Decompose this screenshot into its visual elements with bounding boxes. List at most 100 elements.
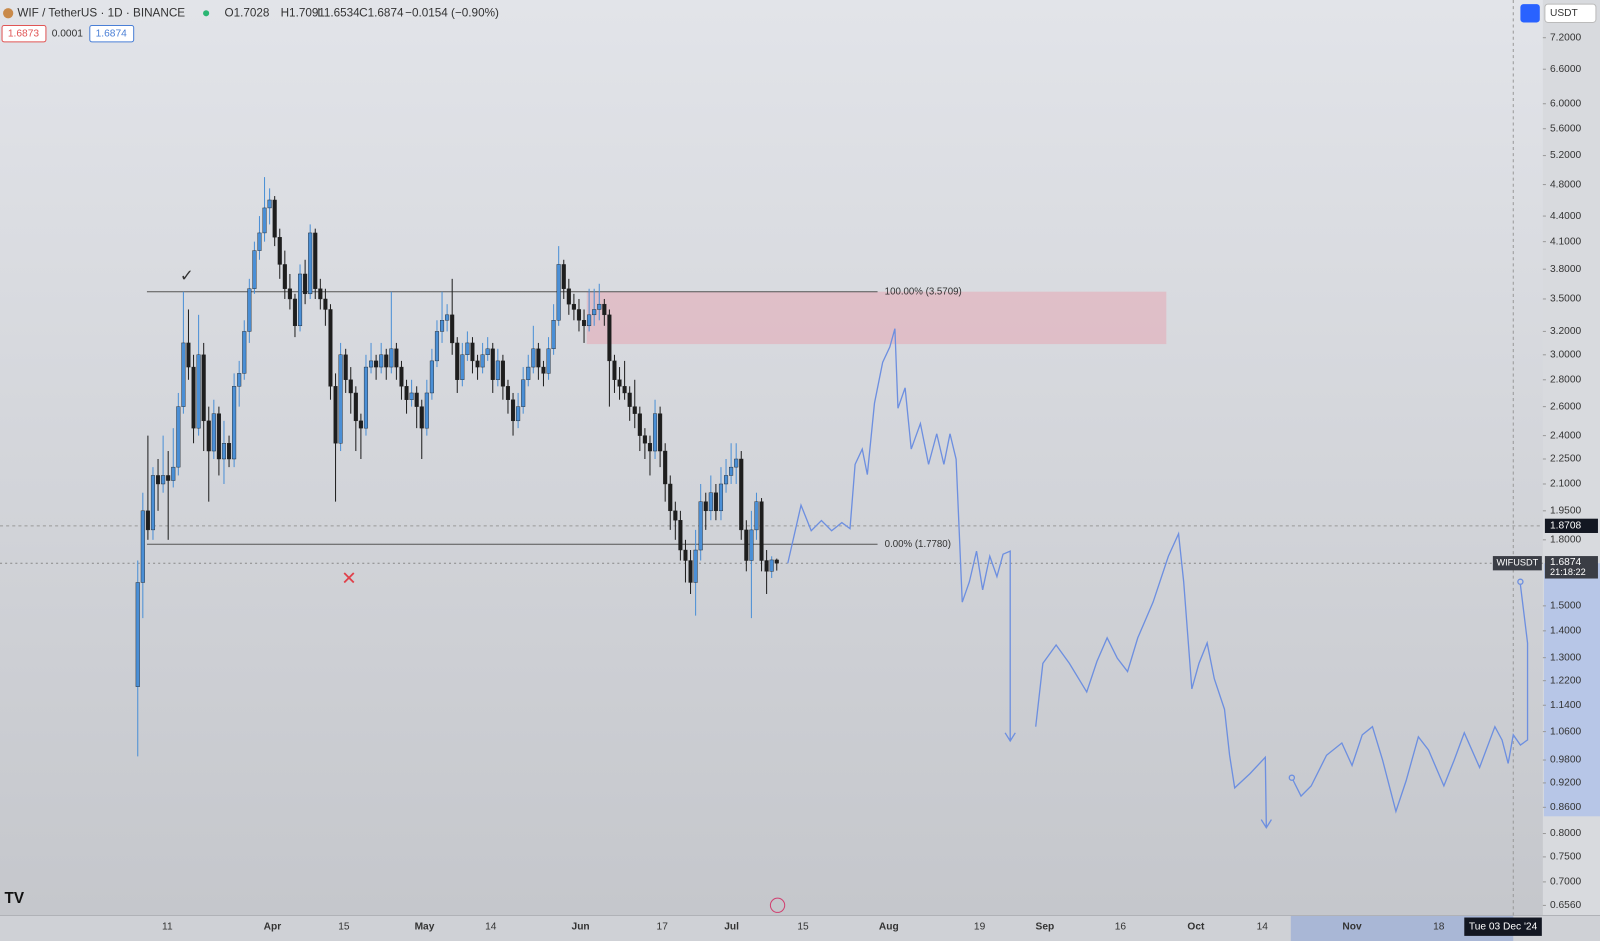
candle-body [216,413,221,460]
candle-body [592,309,597,316]
candle-body [313,232,318,289]
candle-body [688,560,693,583]
legend-low: L1.6534 [317,6,360,19]
candle-body [541,366,546,374]
candle-body [632,406,637,414]
x-tick-label: May [415,921,435,932]
y-tick-label: 1.4000 [1550,626,1581,637]
checkmark-icon: ✓ [180,267,194,285]
candle-body [409,392,414,400]
candle-body [394,348,399,368]
candle-body [267,199,272,209]
candle-body [734,458,739,468]
fib-level-label: 0.00% (1.7780) [885,539,951,550]
candle-body [308,232,313,295]
candle-body [363,366,369,429]
candle-body [713,492,718,512]
candle-body [414,392,419,407]
x-tick-label: 15 [338,921,350,932]
candle-body [749,529,754,561]
currency-selector[interactable] [1544,3,1597,23]
candle-body [500,360,505,387]
candle-body [511,399,516,422]
x-tick-label: 15 [797,921,809,932]
candle-body [698,501,703,551]
sync-button[interactable] [1520,4,1540,23]
candle-body [759,501,764,561]
x-tick-label: Aug [879,921,899,932]
candle-body [566,288,571,305]
x-tick-label: 18 [1433,921,1445,932]
projection-node [1288,774,1296,781]
projection-path [1292,584,1529,814]
candle-body [292,298,298,327]
legend-high: H1.7091 [281,6,325,19]
y-tick-label: 1.2200 [1550,675,1581,686]
candle-body [718,483,724,512]
x-tick-label: Jul [724,921,739,932]
candle-body [333,386,338,444]
candle-body [546,348,551,374]
supply-zone [586,291,1167,345]
candle-body [581,320,587,327]
y-tick-label: 1.8000 [1550,535,1581,546]
candle-body [389,348,394,368]
y-tick-label: 4.1000 [1550,236,1581,247]
y-tick-label: 0.7500 [1550,852,1581,863]
candle-body [571,303,576,310]
candle-body [673,510,678,521]
symbol-icon [3,8,14,19]
candle-body [252,250,257,289]
y-tick-label: 5.6000 [1550,123,1581,134]
candle-body [739,458,744,531]
candle-body [607,314,612,362]
y-tick-label: 2.8000 [1550,374,1581,385]
candle-body [556,264,561,321]
currency-label: USDT [1550,8,1578,19]
candle-body [186,342,191,368]
candle-body [242,331,247,374]
legend-open: O1.7028 [224,6,269,19]
candle-body [439,320,445,332]
candle-body [323,298,328,310]
candle-body [196,354,201,429]
legend-change: −0.0154 (−0.90%) [405,6,499,19]
candle-body [379,354,384,368]
candle-body [627,392,632,407]
candle-body [602,303,607,316]
candle-body [150,475,156,531]
bid-price: 1.6873 [8,28,39,39]
candle-body [744,529,749,561]
candle-body [450,314,455,344]
candle-body [576,309,582,321]
candle-body [551,320,556,350]
x-tick-label: Nov [1342,921,1362,932]
projection-path [787,328,1016,743]
candle-body [156,475,161,485]
y-tick-label: 1.9500 [1550,506,1581,517]
candle-body [384,354,389,368]
candle-body [297,273,303,327]
bid-box[interactable] [1,25,47,43]
candle-body [754,501,759,531]
candle-body [272,199,277,238]
cursor-date-box [1464,917,1542,936]
ask-box[interactable] [89,25,135,43]
candle-body [723,475,729,485]
candle-body [237,373,242,387]
x-tick-label: 17 [657,921,669,932]
projection-drawing [787,328,1529,829]
candle-body [505,386,511,400]
candle-body [181,342,186,407]
ask-price: 1.6874 [96,28,127,39]
replay-icon[interactable] [769,897,786,913]
candle-body [612,360,617,380]
candle-body [171,466,176,481]
candle-body [470,342,475,362]
x-tick-label: 14 [1257,921,1269,932]
candle-body [206,420,211,452]
candle-body [282,264,287,289]
candle-body [445,314,450,321]
symbol-tag-box [1492,556,1542,571]
